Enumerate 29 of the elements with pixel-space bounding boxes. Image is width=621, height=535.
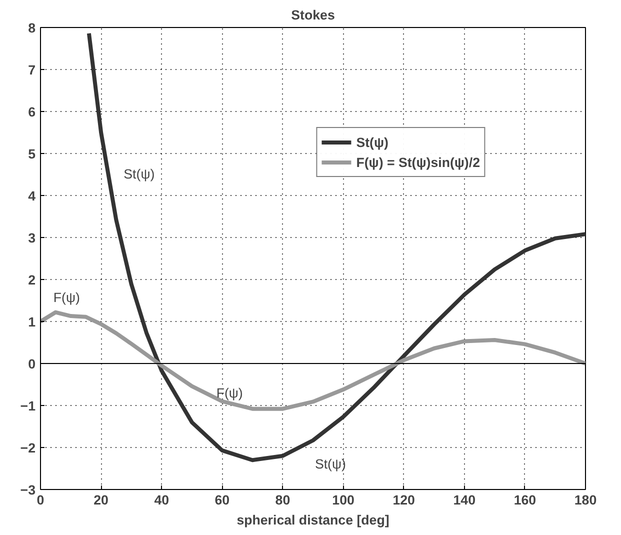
- x-tick-label: 120: [392, 492, 415, 508]
- y-tick-label: 7: [28, 62, 36, 78]
- annotation: F(ψ): [53, 290, 80, 305]
- y-tick-label: −1: [20, 398, 36, 414]
- x-tick-label: 180: [574, 492, 597, 508]
- x-tick-label: 160: [514, 492, 536, 508]
- annotation: St(ψ): [314, 456, 346, 472]
- legend-label: F(ψ) = St(ψ)sin(ψ)/2: [356, 154, 480, 170]
- x-tick-label: 100: [332, 492, 354, 508]
- x-tick-label: 80: [275, 492, 290, 508]
- x-axis-title: spherical distance [deg]: [236, 512, 390, 528]
- y-tick-label: 2: [28, 272, 36, 288]
- chart-title: Stokes: [291, 8, 335, 22]
- y-tick-label: 1: [28, 314, 36, 330]
- y-tick-label: 5: [28, 146, 36, 162]
- x-tick-label: 40: [154, 492, 170, 508]
- legend-label: St(ψ): [356, 134, 388, 150]
- annotation: St(ψ): [124, 166, 155, 182]
- y-tick-label: 6: [28, 104, 36, 120]
- y-tick-label: 0: [28, 356, 36, 372]
- x-tick-label: 20: [94, 492, 108, 508]
- x-tick-label: 60: [214, 492, 230, 508]
- y-tick-label: 4: [28, 188, 36, 204]
- y-tick-label: 3: [28, 230, 36, 246]
- y-tick-label: −3: [20, 482, 36, 498]
- y-tick-label: −2: [20, 440, 36, 456]
- annotation: F(ψ): [216, 385, 243, 400]
- y-tick-label: 8: [28, 20, 36, 36]
- x-tick-label: 140: [453, 492, 476, 508]
